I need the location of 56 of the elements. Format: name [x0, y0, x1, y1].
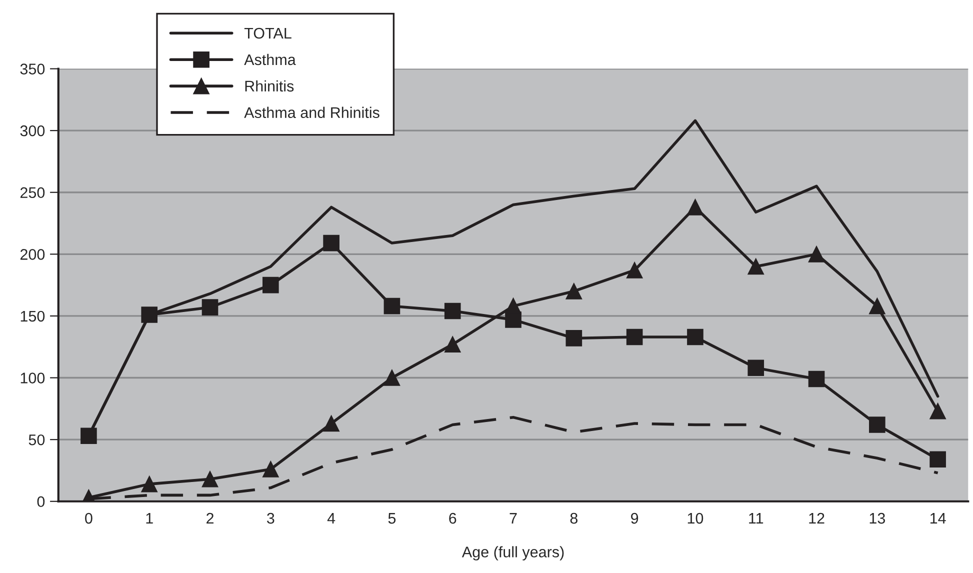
point — [626, 262, 643, 278]
x-tick-label: 5 — [388, 513, 396, 524]
point — [566, 330, 582, 346]
y-tick-label: 250 — [20, 187, 45, 198]
y-tick-label: 350 — [20, 64, 45, 74]
x-tick-label: 10 — [688, 512, 704, 524]
x-tick-label: 13 — [870, 512, 885, 524]
y-tick-label: 150 — [20, 310, 45, 322]
point — [808, 370, 825, 388]
point — [505, 298, 522, 314]
point — [384, 370, 400, 386]
point — [384, 298, 400, 314]
point — [808, 246, 825, 262]
x-tick-label: 3 — [266, 512, 274, 524]
x-tick-label: 11 — [749, 513, 764, 524]
point — [444, 336, 461, 353]
point — [748, 360, 764, 376]
x-tick-label: 0 — [85, 512, 92, 524]
point — [202, 299, 218, 316]
legend-label: Asthma — [244, 54, 296, 66]
point — [687, 328, 704, 346]
point — [323, 234, 340, 252]
legend-label: Rhinitis — [245, 80, 294, 92]
x-tick-label: 7 — [510, 513, 517, 524]
point — [566, 283, 582, 300]
x-tick-label: 4 — [327, 513, 336, 524]
point — [141, 476, 158, 492]
x-tick-label: 8 — [570, 512, 578, 524]
point — [930, 451, 946, 468]
point — [444, 302, 461, 320]
x-tick-label: 14 — [930, 513, 946, 524]
point — [262, 276, 279, 294]
point — [141, 306, 158, 323]
point — [687, 199, 704, 216]
point — [869, 298, 886, 314]
y-tick-label: 300 — [20, 125, 45, 136]
point — [869, 416, 886, 433]
y-tick-label: 100 — [20, 372, 45, 384]
x-tick-label: 6 — [449, 512, 456, 524]
y-tick-label: 200 — [20, 249, 45, 260]
y-tick-label: 50 — [28, 434, 45, 446]
point — [80, 428, 97, 444]
y-tick-label: 0 — [37, 496, 45, 508]
point — [748, 258, 764, 275]
point — [262, 461, 279, 478]
point — [202, 470, 218, 488]
legend-label: TOTAL — [244, 28, 292, 39]
x-tick-label: 9 — [631, 512, 638, 524]
x-tick-label: 2 — [206, 512, 214, 524]
point — [626, 328, 643, 346]
point — [930, 402, 946, 420]
legend-label: Asthma and Rhinitis — [244, 106, 380, 118]
point — [323, 415, 340, 432]
x-tick-label: 12 — [809, 512, 824, 524]
x-tick-label: 1 — [146, 513, 153, 524]
x-axis-title: Age (full years) — [462, 546, 564, 560]
